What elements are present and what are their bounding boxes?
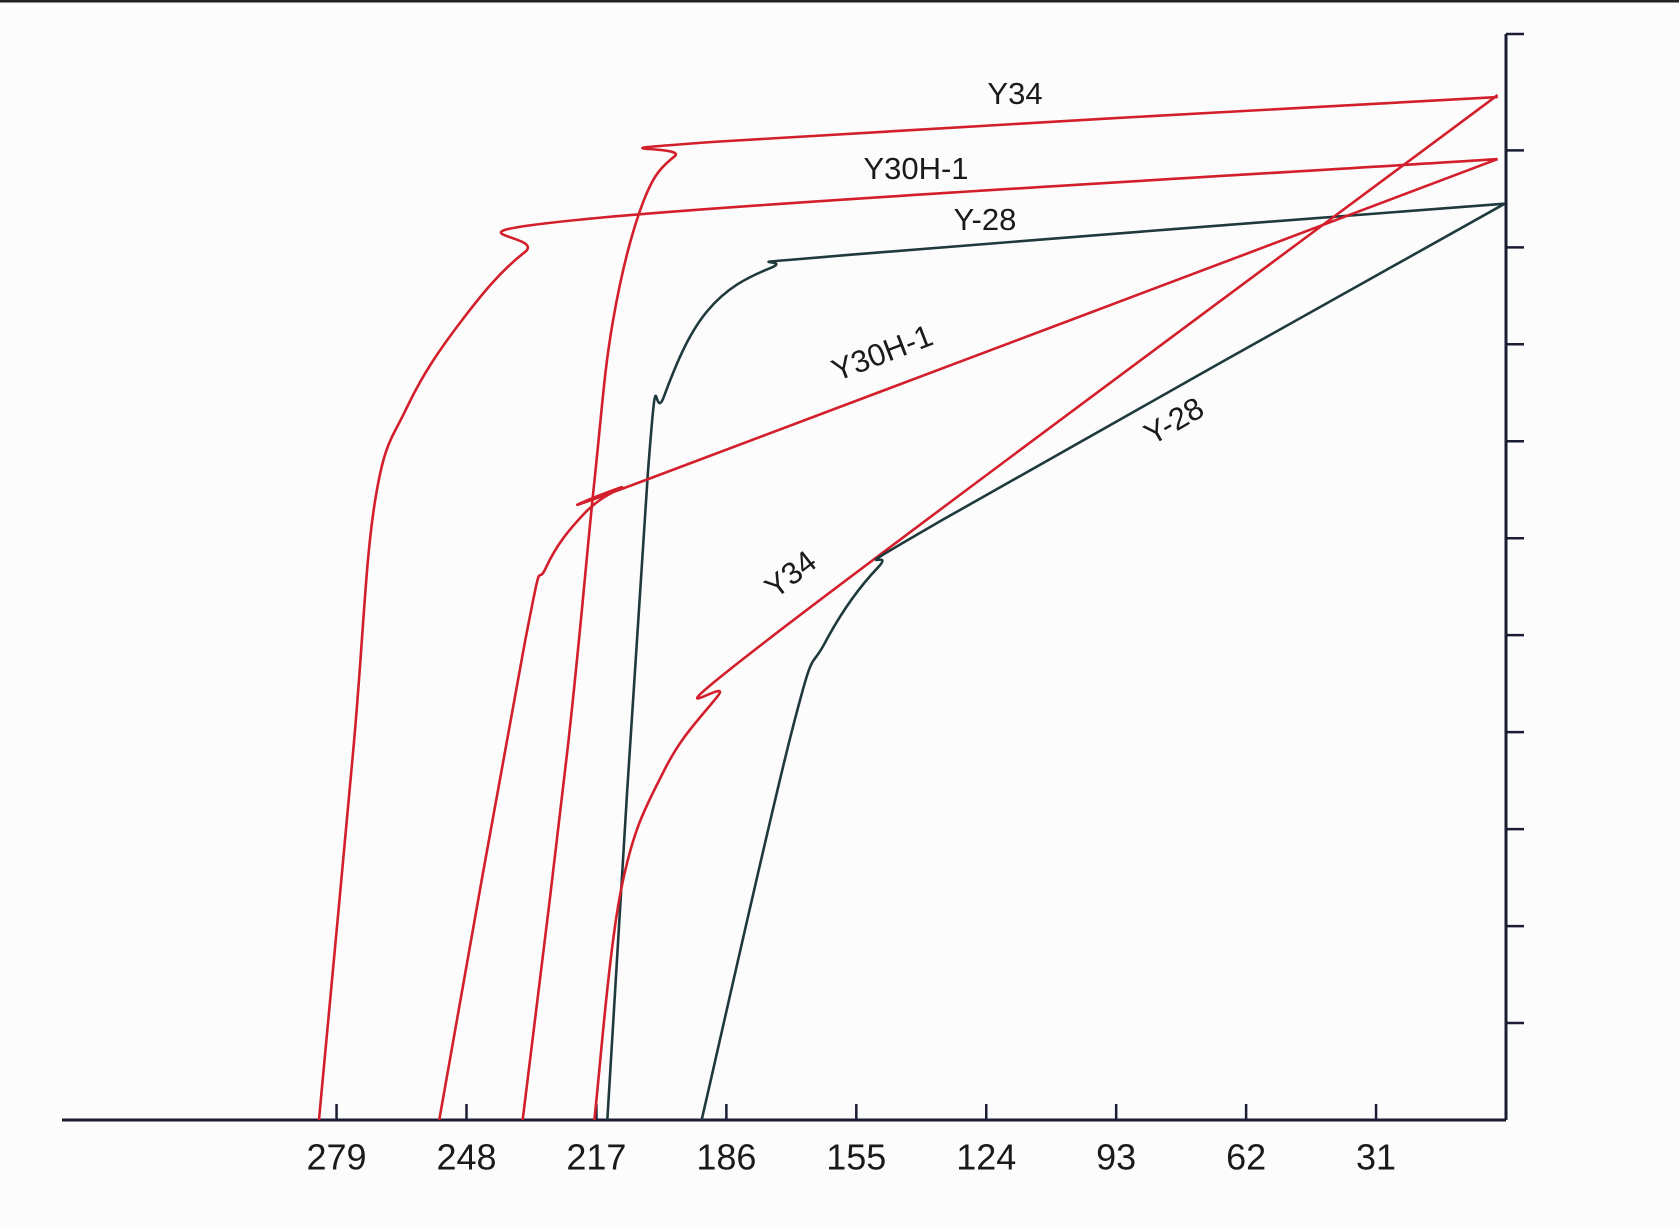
x-tick-label: 155 [826,1137,886,1178]
x-tick-label: 31 [1356,1137,1396,1178]
series-line [521,95,1498,1121]
series-line [317,157,1498,1121]
x-tick-label: 217 [566,1137,626,1178]
series-label: Y34 [987,76,1042,111]
series-line [437,157,1499,1121]
series-label: Y-28 [954,202,1017,237]
x-tick-label: 248 [436,1137,496,1178]
x-tick-label: 93 [1096,1137,1136,1178]
x-tick-label: 186 [696,1137,756,1178]
series-line [700,202,1506,1121]
x-tick-label: 279 [307,1137,367,1178]
series-line [593,94,1499,1121]
series-line [606,202,1505,1121]
x-tick-label: 62 [1226,1137,1266,1178]
series-label: Y30H-1 [863,151,968,186]
x-tick-label: 124 [956,1137,1016,1178]
